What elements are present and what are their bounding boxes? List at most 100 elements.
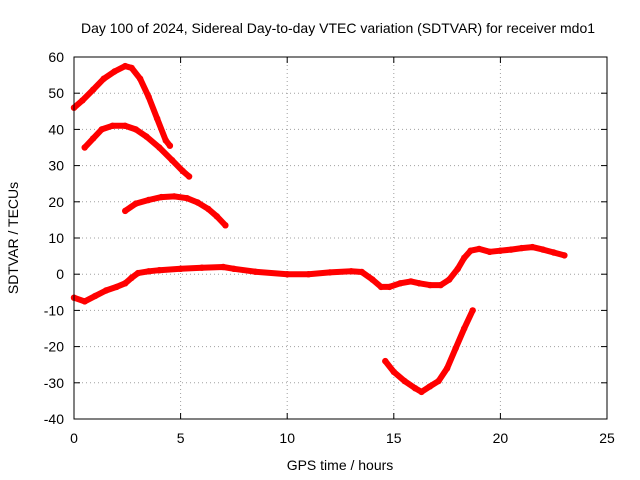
data-point bbox=[122, 207, 129, 215]
y-tick-label: 30 bbox=[48, 158, 64, 174]
y-tick-label: 0 bbox=[56, 266, 64, 282]
data-point bbox=[128, 274, 135, 281]
data-point bbox=[136, 75, 144, 82]
x-tick-label: 0 bbox=[70, 430, 78, 446]
x-tick-label: 5 bbox=[177, 430, 185, 446]
data-point bbox=[122, 62, 129, 70]
data-point bbox=[377, 283, 385, 291]
data-point bbox=[475, 245, 483, 253]
data-point bbox=[153, 115, 161, 122]
data-point bbox=[401, 377, 408, 385]
data-point bbox=[407, 278, 415, 285]
y-tick-label: 50 bbox=[48, 85, 64, 101]
x-tick-label: 15 bbox=[386, 430, 402, 446]
data-point bbox=[81, 144, 88, 151]
data-point bbox=[416, 280, 423, 287]
data-point bbox=[194, 199, 201, 206]
data-point bbox=[113, 283, 120, 291]
grid-lines bbox=[74, 57, 607, 419]
data-point bbox=[92, 292, 99, 300]
data-point bbox=[156, 144, 163, 151]
data-point bbox=[198, 264, 206, 271]
data-point bbox=[461, 254, 468, 262]
data-point bbox=[469, 307, 476, 314]
data-point bbox=[426, 383, 434, 390]
data-point bbox=[158, 193, 165, 201]
data-point bbox=[348, 268, 355, 275]
data-point bbox=[109, 122, 116, 129]
series-arc-3 bbox=[122, 193, 229, 229]
x-tick-label: 10 bbox=[279, 430, 295, 446]
data-point bbox=[230, 265, 238, 272]
y-tick-label: 40 bbox=[48, 121, 64, 137]
data-point bbox=[369, 276, 376, 283]
data-point bbox=[162, 137, 169, 144]
data-point bbox=[183, 195, 191, 202]
data-point bbox=[452, 345, 459, 352]
data-point bbox=[98, 126, 105, 133]
data-point bbox=[326, 269, 333, 276]
data-point bbox=[539, 246, 547, 253]
data-point bbox=[168, 157, 176, 164]
data-point bbox=[454, 265, 461, 272]
data-point bbox=[128, 64, 135, 72]
data-point bbox=[461, 325, 468, 332]
data-point bbox=[122, 122, 129, 129]
data-point bbox=[145, 268, 152, 275]
data-point bbox=[358, 268, 365, 276]
data-point bbox=[550, 249, 557, 256]
data-point bbox=[386, 283, 393, 291]
y-tick-label: 20 bbox=[48, 194, 64, 210]
y-tick-label: -30 bbox=[44, 375, 64, 391]
data-point bbox=[143, 133, 150, 140]
data-point bbox=[171, 193, 178, 200]
data-point bbox=[177, 265, 184, 272]
data-point bbox=[252, 268, 259, 275]
data-point bbox=[220, 263, 227, 271]
data-point bbox=[529, 243, 536, 251]
y-tick-label: -10 bbox=[44, 302, 64, 318]
data-point bbox=[497, 247, 504, 254]
data-point bbox=[166, 142, 174, 149]
data-point bbox=[507, 246, 515, 253]
data-point bbox=[102, 287, 110, 294]
data-point bbox=[90, 86, 97, 93]
y-tick-label: -20 bbox=[44, 339, 64, 355]
data-point bbox=[443, 365, 451, 372]
data-point bbox=[79, 97, 86, 104]
axis-ticks: 0 5 10 15 20 25 -40 -30 -20 -10 0 10 20 30 40 50 60 bbox=[44, 49, 615, 446]
data-point bbox=[122, 280, 129, 287]
data-point bbox=[561, 252, 568, 259]
data-point bbox=[390, 368, 397, 376]
data-point bbox=[418, 388, 425, 396]
data-point bbox=[435, 377, 442, 385]
y-axis-title: SDTVAR / TECUs bbox=[5, 182, 21, 294]
y-tick-label: 60 bbox=[48, 49, 64, 65]
series-arc-2 bbox=[81, 122, 193, 180]
data-point bbox=[111, 68, 118, 75]
data-point bbox=[222, 222, 229, 229]
data-point bbox=[382, 357, 389, 365]
data-point bbox=[411, 385, 419, 392]
data-point bbox=[518, 244, 525, 252]
data-point bbox=[467, 247, 474, 254]
data-point bbox=[185, 173, 193, 180]
data-point bbox=[132, 200, 139, 207]
data-point bbox=[305, 271, 312, 278]
data-point bbox=[446, 276, 453, 283]
data-series bbox=[70, 62, 568, 396]
series-arc-1 bbox=[71, 63, 173, 149]
data-point bbox=[179, 167, 186, 175]
y-tick-label: 10 bbox=[48, 230, 64, 246]
data-point bbox=[145, 196, 152, 204]
series-arc-5 bbox=[382, 307, 476, 395]
data-point bbox=[132, 126, 139, 133]
data-point bbox=[156, 267, 163, 274]
x-tick-label: 20 bbox=[493, 430, 509, 446]
chart-title: Day 100 of 2024, Sidereal Day-to-day VTE… bbox=[81, 20, 595, 36]
data-point bbox=[284, 271, 291, 278]
data-point bbox=[426, 281, 434, 289]
data-point bbox=[81, 298, 88, 305]
data-point bbox=[486, 248, 493, 255]
